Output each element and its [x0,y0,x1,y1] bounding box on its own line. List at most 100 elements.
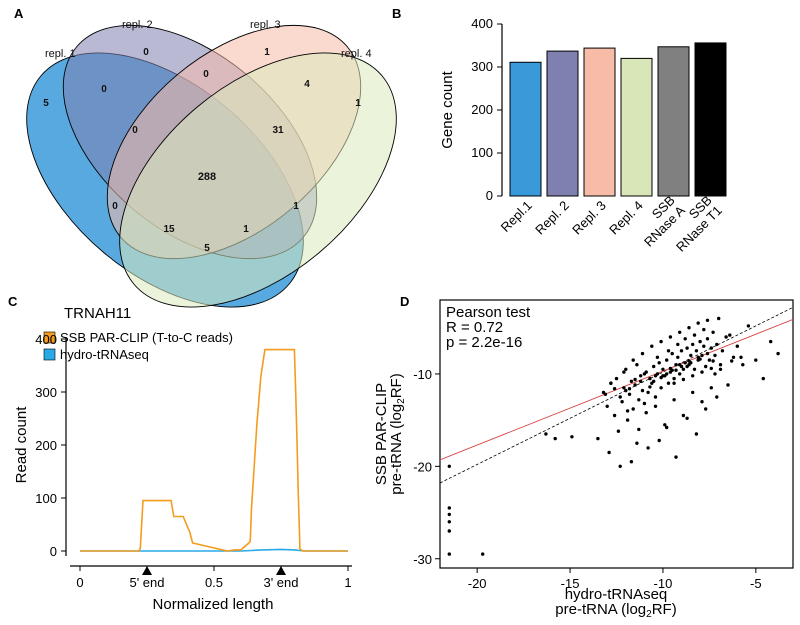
scatter-point [711,330,715,334]
scatter-point [642,372,647,376]
scatter-point [776,351,780,356]
scatter-point [618,395,622,399]
venn-count: 288 [198,171,216,183]
scatter-x-axis-label-2: pre-tRNA (log2RF) [555,601,676,620]
end-marker-triangle [276,566,286,575]
scatter-point [659,375,663,380]
scatter-point [694,349,699,353]
scatter-point [622,386,626,390]
scatter-point [713,372,717,376]
scatter-point [715,395,719,399]
scatter-point [681,367,686,371]
venn-count: 5 [43,98,49,109]
scatter-point [739,355,743,359]
scatter-point [704,364,708,369]
scatter-y-axis-label: SSB PAR-CLIP [373,383,390,485]
scatter-point [631,407,635,411]
scatter-point [553,436,557,441]
line-y-tick-label: 400 [35,332,57,347]
scatter-x-tick-label: -10 [654,576,673,591]
line-y-tick-label: 300 [35,385,57,400]
scatter-x-tick-label: -5 [750,576,762,591]
bar-6 [694,42,727,197]
scatter-point [447,520,451,524]
venn-count: 1 [243,224,249,235]
line-series-hydro [80,548,348,552]
scatter-point [718,367,723,371]
scatter-point [678,372,682,376]
scatter-point [674,368,678,372]
scatter-point [668,335,673,339]
scatter-point [652,364,656,369]
scatter-point [672,398,676,402]
regression-line [440,318,793,461]
venn-count: 0 [132,125,138,136]
scatter-point [709,366,713,371]
scatter-point [629,379,634,383]
scatter-point [605,404,609,408]
scatter-point [761,376,765,381]
legend-swatch-ssb [43,331,56,344]
scatter-point [663,423,667,427]
scatter-point [652,379,656,383]
scatter-point [447,506,451,510]
scatter-point [668,366,673,371]
scatter-point [689,353,693,358]
bar-category-label-line: Repl. 4 [606,198,646,238]
scatter-point [665,372,669,376]
line-chart-title: TRNAH11 [64,305,131,322]
scatter-point [631,358,635,362]
bar-category-label-line: Repl.1 [498,198,535,235]
scatter-point [679,349,684,353]
scatter-point [642,401,647,406]
scatter-point [715,342,719,347]
scatter-point [705,318,710,322]
venn-diagram: repl. 1 repl. 2 repl. 3 repl. 4 5 0 1 1 … [26,19,397,308]
legend-swatch-hydro [43,348,56,361]
venn-count: 31 [272,125,284,136]
scatter-point [640,351,645,356]
scatter-point [665,425,669,430]
bar-y-tick-label: 300 [471,59,493,74]
scatter-point [661,367,665,371]
scatter-point [694,432,699,436]
scatter-point [672,381,676,385]
scatter-point [720,349,725,353]
scatter-point [648,385,652,389]
scatter-y-label-sub: 2 [396,398,407,404]
scatter-point [717,316,721,321]
scatter-point [683,361,687,365]
scatter-point [616,429,621,433]
scatter-point [685,416,689,420]
scatter-point [544,432,548,436]
scatter-point [702,327,706,332]
scatter-y-label-main: pre-tRNA (log [388,404,405,495]
scatter-point [696,355,700,359]
scatter-point [635,441,639,445]
scatter-point [700,370,704,374]
scatter-point [648,376,652,381]
scatter-point [624,388,628,393]
bar-y-tick-label: 400 [471,16,493,31]
bar-2 [546,50,579,197]
scatter-point [692,333,697,337]
venn-count: 5 [204,243,210,254]
scatter-point [666,381,671,385]
venn-label-1: repl. 1 [45,48,76,60]
scatter-point [659,339,663,344]
scatter-x-label-main: pre-tRNA (log [555,601,646,618]
line-x-tick-label: 0 [76,575,83,590]
scatter-point [683,337,687,341]
scatter-point [702,344,706,348]
scatter-x-label-end: RF) [652,601,677,618]
scatter-point [678,363,682,367]
scatter-point [646,390,650,395]
scatter-point [637,427,641,432]
scatter-point [685,346,689,350]
pearson-title: Pearson test [446,304,531,321]
scatter-point [691,374,695,378]
panel-label-a: A [14,6,24,21]
scatter-point [741,363,745,367]
scatter-point [724,335,728,339]
scatter-point [625,418,630,422]
